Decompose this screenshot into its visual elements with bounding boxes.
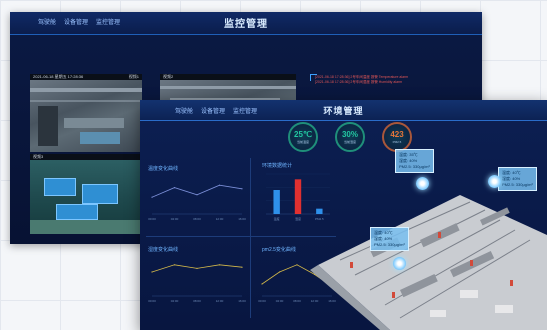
monitor-topbar: 驾驶舱 设备管理 监控管理 监控管理	[10, 12, 482, 35]
x-tick-label: 04:00	[171, 299, 179, 303]
x-tick-label: 16:00	[238, 299, 246, 303]
pm25-label: PM2.5	[392, 140, 402, 144]
x-tick-label: 12:00	[311, 299, 319, 303]
bar	[294, 179, 302, 214]
sensor-tooltip-3: 温度: 40℃ 湿度: 40% PM2.5: 330μg/m³	[370, 227, 409, 251]
x-tick-label: 温度	[274, 216, 280, 221]
sensor-pin-1[interactable]	[416, 177, 429, 190]
sensor-pin-3[interactable]	[393, 257, 406, 270]
x-tick-label: 00:00	[258, 299, 266, 303]
camera-feed-1[interactable]: 2021-06-18 星期五 17:28:36 视频1	[30, 74, 142, 152]
nav-monitor-management[interactable]: 监控管理	[96, 20, 121, 26]
alarm-log-line: [2021-06-18 17:28:36] 2号车间温度 报警 Temperat…	[315, 75, 409, 79]
data-point	[261, 283, 263, 285]
data-point	[173, 264, 176, 266]
bar	[316, 208, 323, 214]
sensor-tooltip-1: 温度: 35℃ 湿度: 40% PM2.5: 330μg/m³	[395, 149, 434, 173]
data-point	[173, 187, 176, 189]
camera-2-label: 视频2	[163, 74, 174, 79]
humidity-trend-chart: 00:00 04:00 08:00 12:00 16:00	[148, 264, 246, 303]
x-tick-label: 08:00	[293, 299, 301, 303]
alarm-log: [2021-06-18 17:28:36] 2号车间温度 报警 Temperat…	[315, 75, 475, 85]
environment-nav: 驾驶舱 设备管理 监控管理	[175, 106, 257, 115]
monitor-title: 监控管理	[224, 19, 268, 30]
env-stats-title: 环境数据统计	[262, 163, 293, 169]
camera-1-bar: 2021-06-18 星期五 17:28:36 视频1	[30, 74, 142, 80]
tooltip-humidity: 湿度: 40%	[374, 236, 393, 241]
humidity-label: 当前湿度	[343, 140, 356, 144]
data-point	[151, 271, 153, 273]
data-point	[278, 271, 281, 273]
nav-cockpit[interactable]: 驾驶舱	[175, 109, 194, 115]
sensor-tooltip-2: 温度: 40℃ 湿度: 40% PM2.5: 330μg/m³	[498, 167, 537, 191]
tooltip-pm25: PM2.5: 330μg/m³	[502, 182, 533, 187]
data-point	[218, 184, 221, 186]
log-corner	[310, 74, 317, 81]
nav-device-management[interactable]: 设备管理	[64, 20, 89, 26]
nav-cockpit[interactable]: 驾驶舱	[38, 20, 57, 26]
humidity-gauge: 30% 当前湿度	[335, 122, 365, 152]
pm25-trend-title: pm2.5变化曲线	[262, 247, 296, 253]
tooltip-temperature: 温度: 40℃	[374, 230, 393, 235]
temperature-value: 25℃	[294, 130, 312, 139]
monitor-nav: 驾驶舱 设备管理 监控管理	[38, 17, 120, 26]
pm25-gauge: 423 PM2.5	[382, 122, 412, 152]
x-tick-label: 12:00	[216, 299, 224, 303]
temp-trend-chart: 00:00 04:00 08:00 12:00 16:00	[148, 184, 246, 221]
tooltip-temperature: 温度: 40℃	[502, 170, 521, 175]
panel-divider	[250, 158, 251, 318]
camera-3-label: 视频3	[33, 154, 44, 159]
tooltip-temperature: 温度: 35℃	[399, 152, 418, 157]
x-tick-label: PM2.5	[315, 217, 324, 221]
camera-2-bar: 视频2	[160, 74, 296, 80]
temperature-label: 当前温度	[296, 140, 309, 144]
environment-title: 环境管理	[323, 106, 364, 116]
pm25-value: 423	[390, 130, 404, 139]
x-tick-label: 16:00	[328, 299, 336, 303]
data-point	[296, 264, 298, 266]
camera-3-image	[30, 160, 142, 234]
data-point	[196, 267, 198, 269]
tooltip-pm25: PM2.5: 330μg/m³	[374, 242, 405, 247]
x-tick-label: 08:00	[193, 299, 201, 303]
data-point	[218, 264, 221, 266]
environment-topbar: 驾驶舱 设备管理 监控管理 环境管理	[140, 100, 547, 121]
environment-screen: 驾驶舱 设备管理 监控管理 环境管理 25℃ 当前温度 30% 当前湿度 423…	[140, 100, 547, 330]
x-tick-label: 12:00	[216, 217, 224, 221]
temperature-gauge: 25℃ 当前温度	[288, 122, 318, 152]
nav-monitor-management[interactable]: 监控管理	[233, 109, 258, 115]
x-tick-label: 04:00	[171, 217, 179, 221]
env-stats-chart: 温度 湿度 PM2.5	[266, 173, 330, 221]
x-tick-label: 湿度	[295, 216, 301, 221]
data-point	[241, 188, 243, 190]
nav-device-management[interactable]: 设备管理	[201, 109, 226, 115]
camera-1-timestamp: 2021-06-18 星期五 17:28:36	[33, 74, 84, 79]
x-tick-label: 04:00	[276, 299, 284, 303]
x-tick-label: 00:00	[148, 299, 156, 303]
x-tick-label: 08:00	[193, 217, 201, 221]
sensor-pin-2[interactable]	[488, 175, 501, 188]
panel-divider	[146, 236, 336, 237]
data-point	[196, 194, 198, 196]
tooltip-humidity: 湿度: 40%	[502, 176, 521, 181]
camera-1-label: 视频1	[128, 74, 139, 79]
camera-feed-3[interactable]: 视频3	[30, 154, 142, 234]
x-tick-label: 00:00	[148, 217, 156, 221]
camera-3-bar: 视频3	[30, 154, 142, 160]
humidity-trend-title: 湿度变化曲线	[148, 247, 179, 253]
x-tick-label: 16:00	[238, 217, 246, 221]
tooltip-humidity: 湿度: 40%	[399, 158, 418, 163]
camera-1-image	[30, 80, 142, 152]
humidity-value: 30%	[341, 130, 358, 139]
data-point	[151, 196, 153, 198]
tooltip-pm25: PM2.5: 330μg/m³	[399, 164, 430, 169]
temp-trend-title: 温度变化曲线	[148, 166, 179, 172]
data-point	[241, 266, 243, 268]
bar	[273, 190, 280, 214]
alarm-log-line: [2021-06-18 17:28:36] 2号车间湿度 报警 Humidity…	[315, 80, 403, 84]
